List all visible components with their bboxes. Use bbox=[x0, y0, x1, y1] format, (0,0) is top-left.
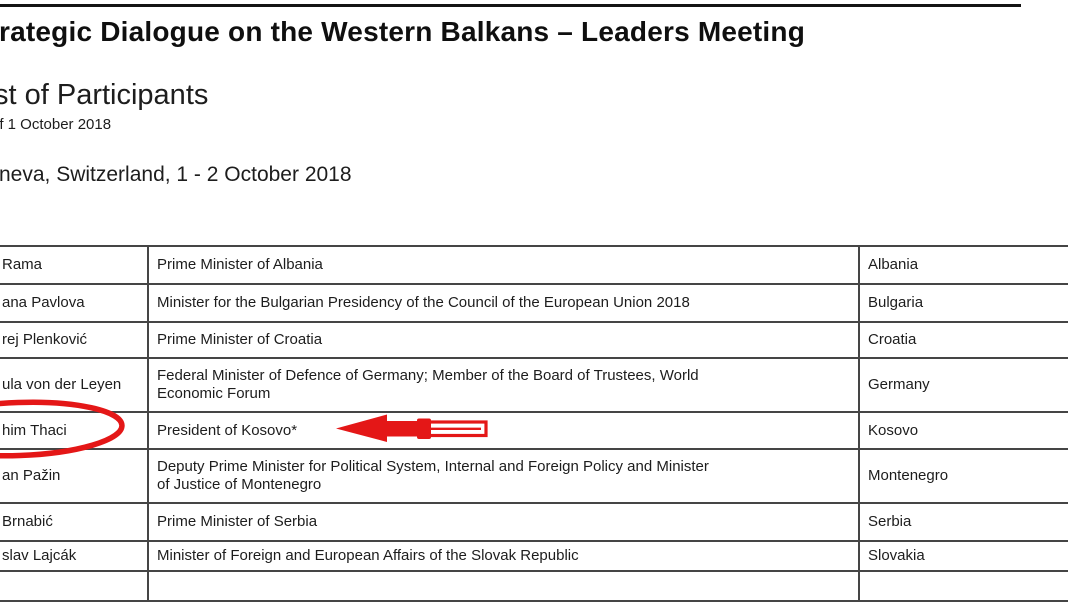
participant-role-cell: Prime Minister of Serbia bbox=[147, 502, 860, 542]
table-row: Rama Prime Minister of Albania Albania bbox=[0, 245, 1068, 285]
participant-country-cell: Kosovo bbox=[858, 411, 1068, 450]
participant-name-cell: him Thaci bbox=[0, 411, 149, 450]
role-line: Federal Minister of Defence of Germany; … bbox=[157, 367, 699, 384]
participant-name-cell: rej Plenković bbox=[0, 321, 149, 359]
as-of-date: of 1 October 2018 bbox=[0, 116, 112, 133]
role-line: Prime Minister of Croatia bbox=[157, 331, 323, 348]
role-line: Minister of Foreign and European Affairs… bbox=[157, 547, 579, 564]
event-location-date: neva, Switzerland, 1 - 2 October 2018 bbox=[0, 163, 352, 186]
participant-role-cell: Deputy Prime Minister for Political Syst… bbox=[147, 448, 860, 504]
table-row: Brnabić Prime Minister of Serbia Serbia bbox=[0, 502, 1068, 542]
empty-cell bbox=[147, 570, 860, 602]
table-row: an Pažin Deputy Prime Minister for Politi… bbox=[0, 448, 1068, 504]
participant-country-cell: Bulgaria bbox=[858, 283, 1068, 323]
participant-name-cell: an Pažin bbox=[0, 448, 149, 504]
participant-role-cell: Minister for the Bulgarian Presidency of… bbox=[147, 283, 860, 323]
participants-table: Rama Prime Minister of Albania Albania ana … bbox=[0, 245, 1068, 602]
header-rule bbox=[0, 4, 1021, 7]
document-title: rategic Dialogue on the Western Balkans … bbox=[0, 16, 805, 47]
participant-country-cell: Albania bbox=[858, 245, 1068, 285]
participants-table-wrap: Rama Prime Minister of Albania Albania ana … bbox=[0, 245, 1068, 602]
table-row: him Thaci President of Kosovo* Kosovo bbox=[0, 411, 1068, 450]
role-line: Minister for the Bulgarian Presidency of… bbox=[157, 294, 690, 311]
participant-role-cell: Federal Minister of Defence of Germany; … bbox=[147, 357, 860, 413]
table-row: slav Lajcák Minister of Foreign and Europ… bbox=[0, 540, 1068, 572]
participant-country-cell: Montenegro bbox=[858, 448, 1068, 504]
role-line: Prime Minister of Serbia bbox=[157, 513, 318, 530]
role-line: Deputy Prime Minister for Political Syst… bbox=[157, 458, 709, 475]
participant-name-cell: Brnabić bbox=[0, 502, 149, 542]
role-line: Prime Minister of Albania bbox=[157, 256, 323, 273]
document-page: { "page": { "title": "rategic Dialogue o… bbox=[0, 4, 1068, 602]
empty-cell bbox=[858, 570, 1068, 602]
participants-table-body: Rama Prime Minister of Albania Albania ana … bbox=[0, 245, 1068, 602]
role-line: President of Kosovo* bbox=[157, 421, 298, 439]
participant-role-cell: Prime Minister of Croatia bbox=[147, 321, 860, 359]
participant-role-cell: President of Kosovo* bbox=[147, 411, 860, 450]
participant-role-cell: Minister of Foreign and European Affairs… bbox=[147, 540, 860, 572]
table-row-partial bbox=[0, 570, 1068, 602]
participant-name-cell: ana Pavlova bbox=[0, 283, 149, 323]
participant-country-cell: Slovakia bbox=[858, 540, 1068, 572]
participant-role-cell: Prime Minister of Albania bbox=[147, 245, 860, 285]
participant-country-cell: Serbia bbox=[858, 502, 1068, 542]
participants-heading: st of Participants bbox=[0, 79, 209, 111]
participant-country-cell: Germany bbox=[858, 357, 1068, 413]
role-line: Economic Forum bbox=[157, 385, 271, 402]
table-row: ana Pavlova Minister for the Bulgarian Pr… bbox=[0, 283, 1068, 323]
table-row: ula von der Leyen Federal Minister of Def… bbox=[0, 357, 1068, 413]
participant-country-cell: Croatia bbox=[858, 321, 1068, 359]
participant-name-cell: ula von der Leyen bbox=[0, 357, 149, 413]
participant-name-cell: slav Lajcák bbox=[0, 540, 149, 572]
table-row: rej Plenković Prime Minister of Croatia Cr… bbox=[0, 321, 1068, 359]
participant-name-cell: Rama bbox=[0, 245, 149, 285]
role-line: of Justice of Montenegro bbox=[157, 476, 322, 493]
empty-cell bbox=[0, 570, 149, 602]
